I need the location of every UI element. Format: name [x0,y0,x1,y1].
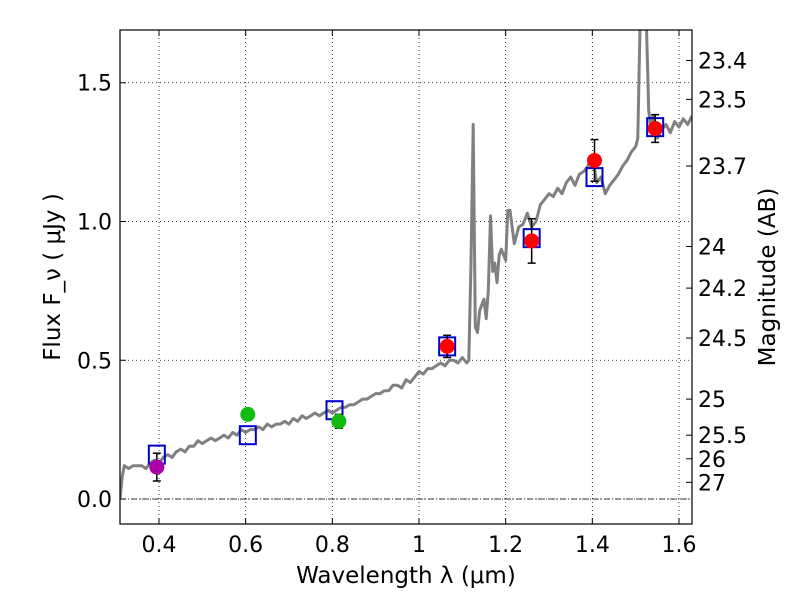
x-tick-label: 1.6 [662,533,697,558]
data-point-red [524,233,540,249]
data-point-violet [149,459,165,475]
right-tick-label: 24.5 [698,327,747,352]
right-tick-label: 23.4 [698,50,747,75]
x-tick-label: 1 [412,533,426,558]
right-tick-label: 23.7 [698,155,747,180]
data-point-red [439,338,455,354]
model-box [238,425,257,446]
y-tick-label: 1.5 [77,72,112,97]
axis-ticks: 0.4 0.6 0.8 1 1.2 1.4 1.6 0.0 0.5 1.0 1.5 23.4 23.5 2… [77,30,747,558]
plot-frame [119,29,693,525]
data-point-red [647,121,663,137]
right-tick-label: 24.2 [698,277,747,302]
y-axis-label: Flux F_ν ( μJy ) [40,193,66,361]
x-tick-label: 1.4 [575,533,610,558]
data-point-red [587,152,602,168]
right-tick-label: 24 [698,235,726,260]
y-tick-label: 0.0 [77,488,112,513]
right-tick-label: 26 [698,448,726,473]
plot-series [120,30,692,500]
x-tick-label: 1.2 [488,533,523,558]
right-tick-label: 25 [698,388,726,413]
grid [120,30,692,524]
y-tick-label: 0.5 [77,349,112,374]
right-axis-label: Magnitude (AB) [755,188,781,367]
x-tick-label: 0.4 [142,533,177,558]
model-spectrum-line [120,30,692,500]
data-point-green [331,413,347,429]
x-axis-label: Wavelength λ (μm) [296,563,516,589]
y-tick-label: 1.0 [77,210,112,235]
right-tick-label: 25.5 [698,424,747,449]
right-tick-label: 23.5 [698,88,747,113]
right-tick-label: 27 [698,471,726,496]
x-tick-label: 0.8 [315,533,350,558]
data-point-green [240,406,256,422]
x-tick-label: 0.6 [228,533,263,558]
axes-frame [119,29,693,525]
